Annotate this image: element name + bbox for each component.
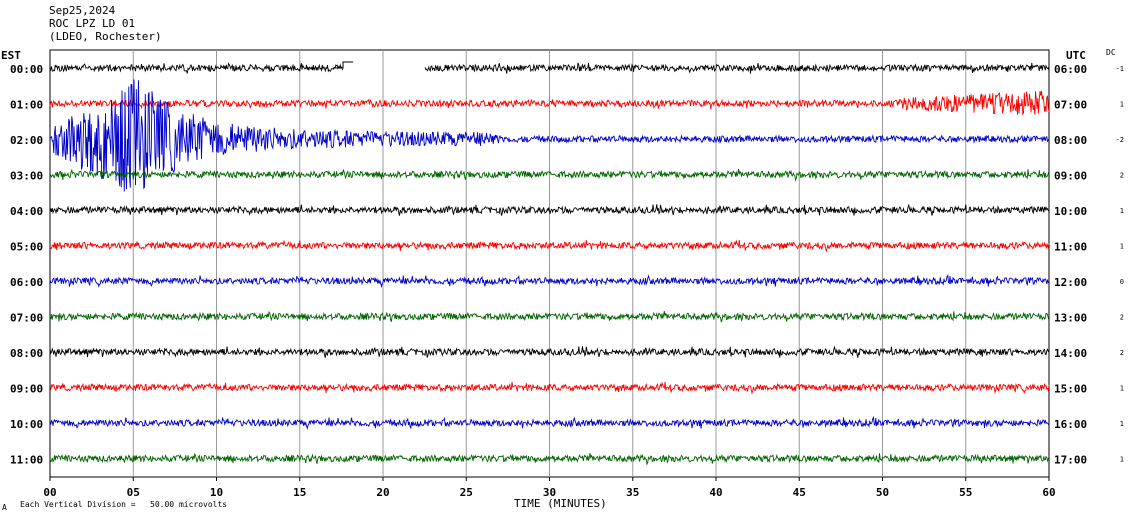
x-tick-label: 05 (127, 486, 140, 499)
row-dc-value: 2 (1120, 172, 1124, 180)
scale-mark: A (2, 503, 7, 512)
seismic-trace-line (49, 452, 1050, 466)
row-utc-label: 06:00 (1054, 63, 1087, 76)
x-tick-label: 50 (876, 486, 889, 499)
x-tick-label: 60 (1042, 486, 1055, 499)
seismic-trace-line (49, 345, 1050, 358)
row-est-label: 06:00 (10, 276, 43, 289)
row-est-label: 02:00 (10, 134, 43, 147)
station-network: (LDEO, Rochester) (49, 30, 162, 43)
row-utc-label: 11:00 (1054, 241, 1087, 254)
row-utc-label: 12:00 (1054, 276, 1087, 289)
x-tick-label: 35 (626, 486, 639, 499)
seismic-trace-line (49, 79, 1050, 192)
row-est-label: 05:00 (10, 241, 43, 254)
row-utc-label: 08:00 (1054, 134, 1087, 147)
row-utc-label: 14:00 (1054, 347, 1087, 360)
row-dc-value: 1 (1120, 207, 1124, 215)
x-tick-label: 00 (43, 486, 56, 499)
dc-column-label: DC (1106, 48, 1116, 57)
seismic-traces (49, 61, 1050, 466)
scale-note: Each Vertical Division = 50.00 microvolt… (20, 500, 228, 509)
row-dc-value: 1 (1120, 456, 1124, 464)
est-axis-label: EST (1, 49, 21, 62)
row-utc-label: 10:00 (1054, 205, 1087, 218)
row-dc-value: 1 (1120, 101, 1124, 109)
x-tick-label: 20 (376, 486, 389, 499)
row-dc-value: 1 (1120, 420, 1124, 428)
x-tick-label: 55 (959, 486, 972, 499)
trace-gap-marker (333, 61, 354, 69)
row-utc-label: 17:00 (1054, 454, 1087, 467)
row-est-label: 00:00 (10, 63, 43, 76)
x-tick-label: 25 (460, 486, 473, 499)
x-tick-label: 40 (709, 486, 722, 499)
x-axis-title: TIME (MINUTES) (514, 497, 607, 510)
row-est-label: 03:00 (10, 170, 43, 183)
row-est-label: 10:00 (10, 418, 43, 431)
row-utc-label: 16:00 (1054, 418, 1087, 431)
row-utc-label: 13:00 (1054, 312, 1087, 325)
row-est-label: 04:00 (10, 205, 43, 218)
row-dc-value: 2 (1120, 349, 1124, 357)
x-axis-ticks: 00 05 10 15 20 25 30 35 40 45 50 55 60 (43, 477, 1056, 499)
utc-axis-label: UTC (1066, 49, 1086, 62)
row-dc-value: -1 (1116, 65, 1124, 73)
row-est-label: 01:00 (10, 99, 43, 112)
seismic-trace-line (49, 168, 1050, 182)
x-tick-label: 30 (543, 486, 556, 499)
row-dc-value: 1 (1120, 243, 1124, 251)
row-est-label: 07:00 (10, 312, 43, 325)
row-utc-label: 09:00 (1054, 170, 1087, 183)
vertical-gridlines (132, 50, 967, 477)
x-tick-label: 10 (210, 486, 223, 499)
seismic-trace-line (49, 90, 1050, 116)
seismic-trace-line (424, 62, 1050, 74)
station-channel: ROC LPZ LD 01 (49, 17, 136, 30)
seismic-trace-line (49, 62, 343, 74)
row-dc-value: -2 (1116, 136, 1124, 144)
station-date: Sep25,2024 (49, 4, 116, 17)
row-est-label: 09:00 (10, 383, 43, 396)
row-utc-label: 07:00 (1054, 99, 1087, 112)
row-labels: 00:00 06:00 -1 01:00 07:00 1 02:00 08:00 -2 03:00… (10, 63, 1124, 467)
row-est-label: 08:00 (10, 347, 43, 360)
row-est-label: 11:00 (10, 454, 43, 467)
x-tick-label: 15 (293, 486, 306, 499)
row-dc-value: 1 (1120, 385, 1124, 393)
x-tick-label: 45 (793, 486, 806, 499)
seismic-trace-line (49, 274, 1050, 289)
row-dc-value: 0 (1120, 278, 1124, 286)
seismic-trace-line (49, 381, 1050, 395)
row-dc-value: 2 (1120, 314, 1124, 322)
seismic-trace-line (49, 203, 1050, 216)
seismic-trace-line (49, 310, 1050, 323)
row-utc-label: 15:00 (1054, 383, 1087, 396)
seismic-trace-line (49, 415, 1050, 431)
seismic-trace-line (49, 239, 1050, 253)
